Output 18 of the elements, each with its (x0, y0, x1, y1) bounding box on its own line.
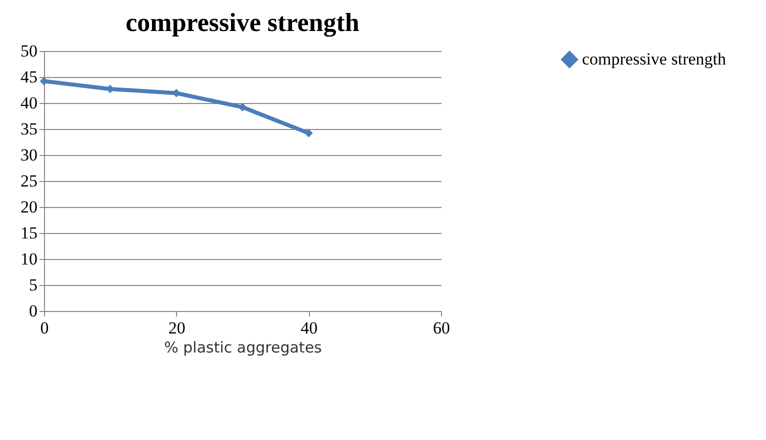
point (304, 128, 313, 138)
y-tick-label: 25 (20, 172, 38, 190)
y-tick-label: 5 (29, 276, 38, 294)
y-tick-label: 35 (20, 120, 38, 138)
y-tick-label: 15 (20, 224, 38, 242)
x-tick-label: 60 (433, 318, 450, 338)
y-tick-label: 20 (20, 198, 38, 216)
y-tick-label: 30 (20, 146, 38, 164)
x-axis-title: % plastic aggregates (164, 338, 322, 356)
y-tick-label: 50 (20, 42, 38, 60)
x-tick-label: 40 (300, 318, 318, 338)
legend-label: compressive strength (582, 50, 726, 68)
y-tick-label: 10 (20, 250, 38, 268)
chart-title: compressive strength (126, 8, 360, 37)
y-tick-label: 40 (20, 94, 38, 112)
y-tick-label: 0 (29, 302, 38, 320)
x-tick-label: 20 (168, 318, 186, 338)
y-tick-label: 45 (20, 68, 38, 86)
